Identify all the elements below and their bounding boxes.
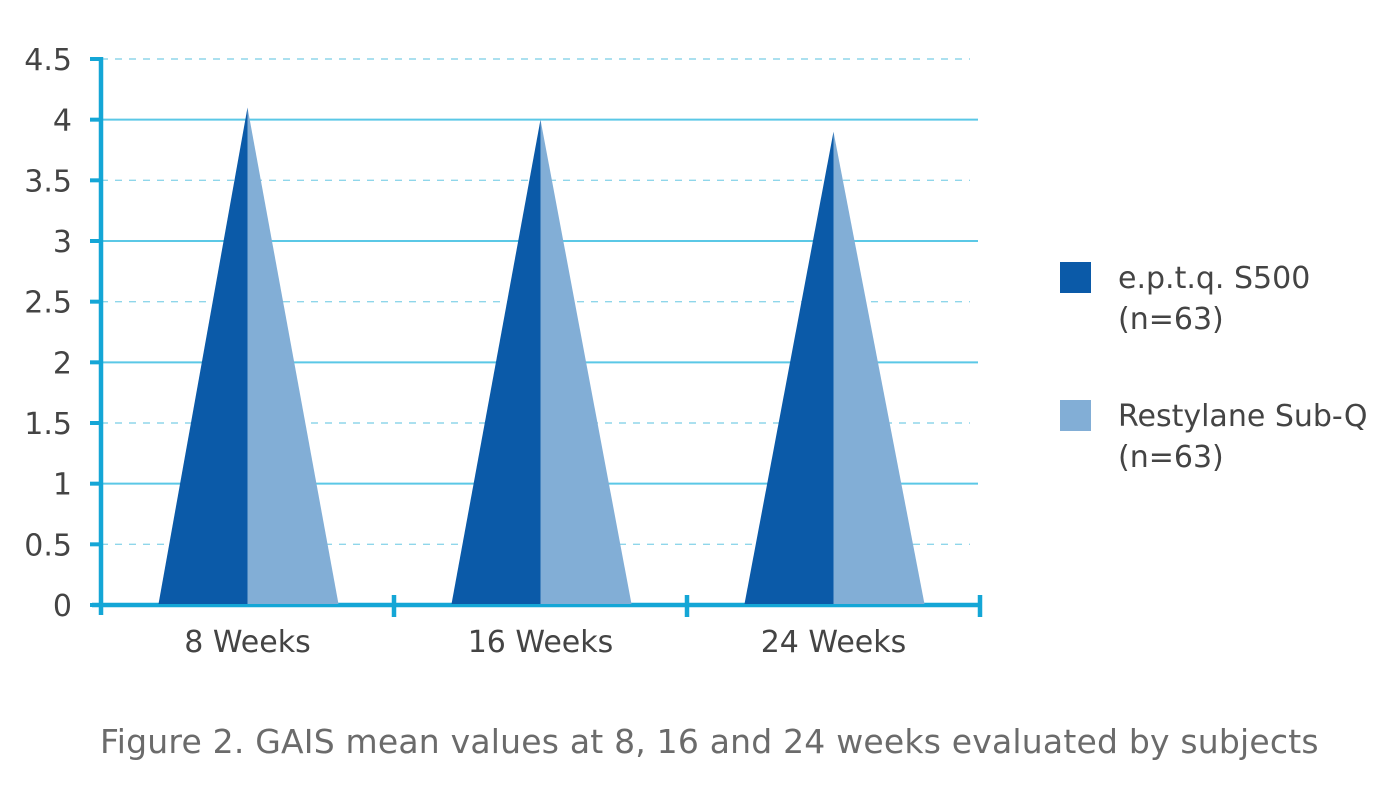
y-tick-label: 1 bbox=[53, 468, 72, 503]
bar-series-1-3 bbox=[744, 131, 834, 605]
bar-series-1-1 bbox=[158, 107, 248, 605]
y-tick-label: 3 bbox=[53, 225, 72, 260]
bar-series-2-2 bbox=[540, 119, 632, 605]
x-category-label: 24 Weeks bbox=[761, 625, 907, 660]
bar-series-2-3 bbox=[833, 131, 925, 605]
y-tick-label: 4 bbox=[53, 104, 72, 139]
x-category-label: 16 Weeks bbox=[468, 625, 614, 660]
figure-caption: Figure 2. GAIS mean values at 8, 16 and … bbox=[100, 722, 1319, 761]
y-tick-label: 0 bbox=[53, 589, 72, 624]
y-tick-label: 3.5 bbox=[24, 164, 72, 199]
y-tick-label: 1.5 bbox=[24, 407, 72, 442]
legend-label: e.p.t.q. S500 (n=63) bbox=[1118, 261, 1310, 337]
bar-series-2-1 bbox=[247, 107, 339, 605]
y-tick-label: 4.5 bbox=[24, 43, 72, 78]
legend-label: Restylane Sub-Q (n=63) bbox=[1118, 399, 1367, 475]
legend-swatch bbox=[1060, 400, 1091, 431]
y-tick-label: 2 bbox=[53, 346, 72, 381]
x-category-label: 8 Weeks bbox=[184, 625, 310, 660]
bar-series-1-2 bbox=[451, 119, 541, 605]
y-tick-label: 0.5 bbox=[24, 528, 72, 563]
y-tick-label: 2.5 bbox=[24, 286, 72, 321]
legend-swatch bbox=[1060, 262, 1091, 293]
